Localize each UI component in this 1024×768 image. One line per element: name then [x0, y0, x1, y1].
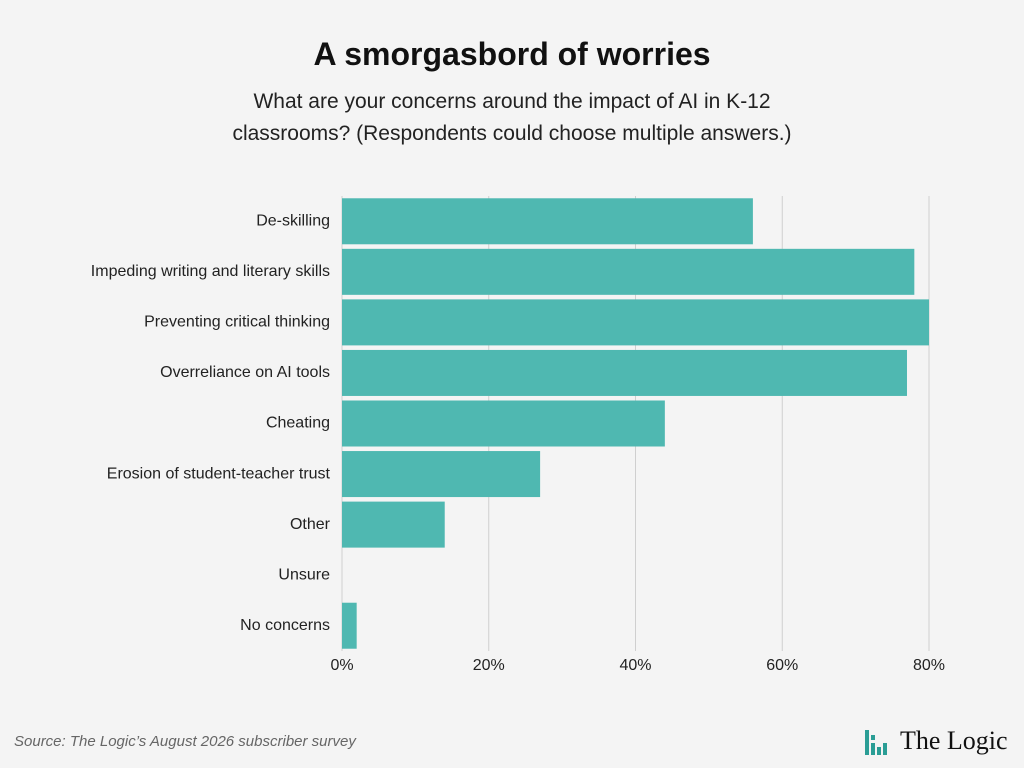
- y-tick-label: Overreliance on AI tools: [160, 364, 330, 381]
- bar: [342, 198, 753, 245]
- x-tick-label: 0%: [330, 657, 353, 674]
- bar: [342, 299, 929, 346]
- bar: [342, 602, 357, 649]
- bar: [342, 451, 541, 498]
- bar: [342, 501, 445, 548]
- x-tick-label: 80%: [913, 657, 945, 674]
- y-tick-label: Preventing critical thinking: [144, 314, 330, 331]
- bar: [342, 248, 915, 295]
- x-tick-label: 20%: [473, 657, 505, 674]
- y-tick-label: De-skilling: [256, 212, 330, 229]
- x-tick-label: 40%: [619, 657, 651, 674]
- y-tick-label: Erosion of student-teacher trust: [107, 465, 331, 482]
- brand-logo: [865, 730, 887, 755]
- bar: [342, 400, 665, 447]
- y-tick-label: Cheating: [266, 415, 330, 432]
- chart-title: A smorgasbord of worries: [313, 36, 711, 72]
- source-note: Source: The Logic’s August 2026 subscrib…: [14, 733, 357, 750]
- brand-name: The Logic: [900, 726, 1008, 755]
- bar: [342, 349, 907, 396]
- y-tick-label: No concerns: [240, 617, 330, 634]
- x-tick-label: 60%: [766, 657, 798, 674]
- y-tick-label: Other: [290, 516, 331, 533]
- y-tick-label: Unsure: [278, 566, 330, 583]
- chart-subtitle: What are your concerns around the impact…: [232, 90, 792, 145]
- y-tick-label: Impeding writing and literary skills: [91, 263, 330, 280]
